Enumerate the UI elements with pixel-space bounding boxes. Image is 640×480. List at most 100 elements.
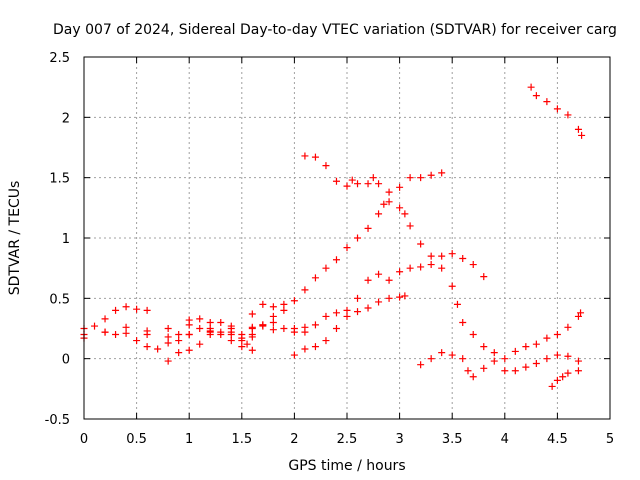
data-point bbox=[396, 268, 404, 276]
data-point bbox=[553, 331, 561, 339]
series-arc-09 bbox=[301, 152, 446, 196]
data-point bbox=[196, 340, 204, 348]
data-point bbox=[322, 264, 330, 272]
data-point bbox=[375, 180, 383, 188]
series-arc-02 bbox=[80, 318, 309, 336]
data-point bbox=[532, 340, 540, 348]
data-point bbox=[469, 261, 477, 269]
data-point bbox=[301, 323, 309, 331]
x-axis-label: GPS time / hours bbox=[288, 458, 405, 474]
data-point bbox=[143, 331, 151, 339]
data-point bbox=[301, 152, 309, 160]
data-point bbox=[453, 300, 461, 308]
grid bbox=[84, 57, 610, 419]
data-point bbox=[290, 297, 298, 305]
data-point bbox=[553, 376, 561, 384]
data-point bbox=[543, 98, 551, 106]
data-point bbox=[227, 331, 235, 339]
data-point bbox=[564, 352, 572, 360]
data-point bbox=[574, 367, 582, 375]
data-point bbox=[206, 327, 214, 335]
data-point bbox=[248, 346, 256, 354]
data-point bbox=[164, 333, 172, 341]
data-point bbox=[112, 331, 120, 339]
data-point bbox=[469, 331, 477, 339]
data-point bbox=[175, 337, 183, 345]
data-point bbox=[185, 346, 193, 354]
data-point bbox=[133, 337, 141, 345]
data-point bbox=[427, 261, 435, 269]
data-point bbox=[364, 276, 372, 284]
data-point bbox=[480, 343, 488, 351]
series-arc-08 bbox=[290, 250, 488, 359]
data-point bbox=[578, 131, 586, 139]
data-point bbox=[112, 306, 120, 314]
data-point bbox=[574, 125, 582, 133]
data-point bbox=[438, 169, 446, 177]
data-point bbox=[301, 286, 309, 294]
data-point bbox=[269, 303, 277, 311]
series-arc-07 bbox=[248, 198, 582, 375]
data-point bbox=[577, 309, 585, 317]
data-point bbox=[343, 244, 351, 252]
data-point bbox=[269, 326, 277, 334]
data-point bbox=[459, 355, 467, 363]
data-point bbox=[248, 310, 256, 318]
x-tick-label: 0 bbox=[80, 432, 88, 447]
data-point bbox=[248, 323, 256, 331]
data-point bbox=[269, 318, 277, 326]
data-point bbox=[248, 331, 256, 339]
data-point bbox=[348, 176, 356, 184]
data-point bbox=[522, 363, 530, 371]
data-point bbox=[143, 343, 151, 351]
data-point bbox=[311, 321, 319, 329]
data-point bbox=[532, 92, 540, 100]
data-point bbox=[332, 309, 340, 317]
data-point bbox=[143, 306, 151, 314]
x-tick-label: 3 bbox=[395, 432, 403, 447]
data-point bbox=[364, 304, 372, 312]
data-point bbox=[553, 351, 561, 359]
data-point bbox=[543, 334, 551, 342]
data-point bbox=[459, 255, 467, 263]
data-point bbox=[574, 312, 582, 320]
x-tick-label: 0.5 bbox=[126, 432, 147, 447]
data-point bbox=[311, 274, 319, 282]
data-point bbox=[122, 323, 130, 331]
data-point bbox=[385, 294, 393, 302]
data-point bbox=[406, 264, 414, 272]
data-point bbox=[406, 174, 414, 182]
data-point bbox=[243, 340, 251, 348]
y-tick-label: 0.5 bbox=[49, 292, 70, 307]
data-point bbox=[185, 316, 193, 324]
data-point bbox=[175, 349, 183, 357]
data-point bbox=[175, 331, 183, 339]
data-point bbox=[396, 293, 404, 301]
data-point bbox=[164, 325, 172, 332]
data-point bbox=[401, 210, 409, 218]
data-point bbox=[438, 264, 446, 272]
axis-ticks: 0 0.5 1 1.5 2 2.5 3 3.5 4 4.5 5 -0.5 0 0.5 1 1.5 2 2.5 bbox=[45, 51, 615, 447]
y-tick-label: 1 bbox=[62, 232, 70, 247]
data-point bbox=[406, 222, 414, 230]
data-point bbox=[354, 234, 362, 242]
data-point bbox=[217, 318, 225, 326]
data-point bbox=[164, 357, 172, 365]
data-point bbox=[427, 171, 435, 179]
chart-title: Day 007 of 2024, Sidereal Day-to-day VTE… bbox=[53, 22, 617, 38]
y-tick-label: -0.5 bbox=[45, 413, 70, 428]
data-point bbox=[354, 180, 362, 188]
data-point bbox=[417, 263, 425, 271]
data-point bbox=[196, 325, 204, 332]
data-point bbox=[375, 210, 383, 218]
data-point bbox=[375, 270, 383, 278]
data-point bbox=[259, 300, 267, 308]
data-point bbox=[380, 200, 388, 208]
data-point bbox=[375, 298, 383, 306]
data-point bbox=[196, 315, 204, 323]
data-point bbox=[269, 312, 277, 320]
y-tick-label: 2.5 bbox=[49, 51, 70, 66]
y-tick-label: 1.5 bbox=[49, 172, 70, 187]
data-point bbox=[238, 337, 246, 345]
